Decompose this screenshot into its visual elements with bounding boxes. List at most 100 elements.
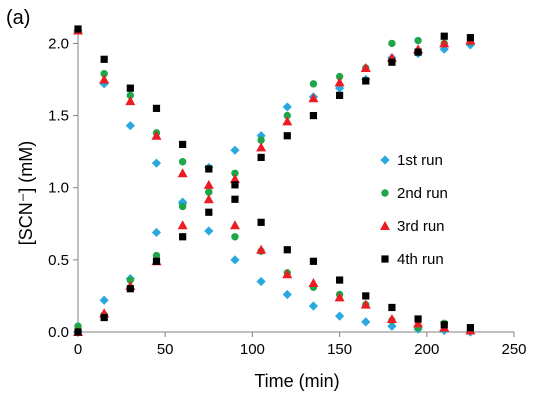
axes [73,27,515,337]
data-point [282,269,293,279]
data-point [231,169,239,177]
data-point [205,188,213,196]
data-point [152,251,161,260]
data-point [230,255,240,265]
data-point [177,168,188,178]
data-point [229,174,240,184]
data-point [439,44,449,54]
data-point [100,70,108,78]
x-axis-title: Time (min) [254,371,339,391]
data-point [74,25,82,33]
data-point [230,145,240,155]
y-tick-label: 1.0 [48,180,69,197]
panel-label: (a) [6,7,30,29]
data-point [283,246,291,254]
data-point [74,328,82,336]
data-point [308,277,319,287]
data-point [388,303,396,312]
data-point [257,136,265,144]
x-tick-label: 150 [327,341,352,358]
y-tick-label: 0.0 [48,324,69,341]
data-point [414,36,422,45]
data-point [205,208,213,216]
data-point [360,62,371,72]
data-point [151,130,162,140]
data-point [231,233,239,241]
tick-labels: 0 50 100 150 200 250 0.0 0.5 1.0 1.5 2.0 [48,35,526,358]
data-point [336,276,344,284]
legend-label: 4th run [397,251,444,268]
data-point [203,179,214,189]
data-point [308,93,319,103]
data-point [309,257,318,265]
x-tick-label: 100 [240,341,265,358]
data-point [256,142,267,152]
data-point [440,32,448,40]
data-point [282,116,293,126]
data-point [257,218,265,226]
data-point [126,276,135,284]
legend-marker [380,155,390,165]
data-point [336,91,344,99]
data-point [335,83,345,93]
data-point [126,285,134,293]
data-point [414,315,422,323]
data-point [178,202,187,211]
legend-marker [380,221,390,230]
data-point [126,84,134,92]
data-point [413,318,424,328]
data-point [388,39,396,48]
legend-label: 2nd run [397,185,448,202]
data-point [178,158,187,166]
data-point [257,153,265,162]
legend-label: 3rd run [397,218,445,235]
data-point [231,195,239,203]
data-point [125,121,135,131]
data-point [152,257,161,265]
legend-marker [381,255,389,263]
data-point [151,227,162,238]
data-points [73,25,476,337]
data-point [100,55,108,63]
data-point [74,322,82,330]
data-point [414,48,422,56]
data-point [177,220,188,230]
data-point [229,220,240,230]
x-tick-label: 200 [414,341,439,358]
data-point [204,226,214,236]
data-point [179,233,187,241]
data-point [334,77,345,87]
data-point [152,104,161,112]
data-point [466,324,474,332]
data-point [439,38,450,48]
data-point [282,102,292,112]
x-tick-label: 250 [501,341,526,358]
data-point [100,313,108,322]
data-point [362,292,370,300]
data-point [387,321,397,331]
data-point [151,158,162,168]
data-point [361,317,371,327]
data-point [309,111,318,120]
data-point [231,181,239,189]
data-point [335,311,345,321]
data-point [205,165,213,173]
data-point [362,77,370,85]
data-point [99,74,110,84]
data-point [283,132,291,140]
data-point [125,96,136,106]
data-point [308,301,319,311]
data-point [334,292,345,302]
data-point [440,321,448,329]
y-axis-title: [SCN⁻] (mM) [16,141,36,245]
legend-label: 1st run [397,152,443,169]
data-point [126,91,135,100]
data-point [309,80,318,88]
legend-marker [381,189,389,197]
legend: 1st run 2nd run 3rd run 4th run [380,152,448,268]
data-point [203,194,214,204]
data-point [335,72,344,81]
series-4 [74,25,474,336]
y-tick-label: 0.5 [48,252,69,269]
